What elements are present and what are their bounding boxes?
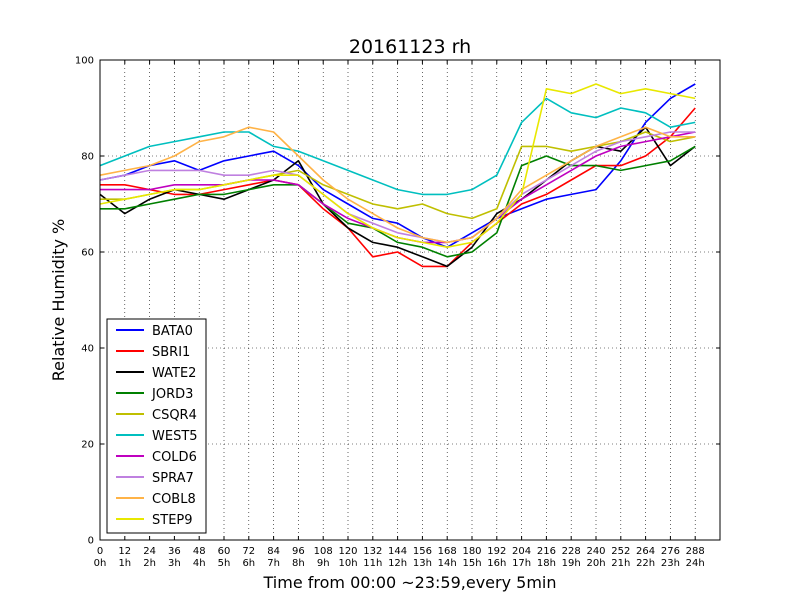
x-tick-label: 252 — [611, 546, 630, 557]
x-tick-hour-label: 8h — [292, 558, 305, 569]
x-tick-hour-label: 1h — [118, 558, 131, 569]
x-tick-hour-label: 13h — [413, 558, 432, 569]
legend-label: WATE2 — [152, 366, 196, 381]
legend-label: CSQR4 — [152, 408, 197, 423]
series-line-jord3 — [100, 145, 696, 258]
legend-label: SBRI1 — [152, 345, 190, 360]
y-tick-label: 20 — [81, 440, 94, 451]
x-tick-hour-label: 10h — [338, 558, 357, 569]
legend-label: WEST5 — [152, 429, 198, 444]
axis-ticks: 00h121h242h363h484h605h726h847h968h1089h… — [75, 56, 720, 569]
x-tick-hour-label: 7h — [267, 558, 280, 569]
x-tick-label: 180 — [462, 546, 481, 557]
x-tick-hour-label: 11h — [363, 558, 382, 569]
x-tick-hour-label: 12h — [388, 558, 407, 569]
x-tick-hour-label: 23h — [661, 558, 680, 569]
x-axis-label: Time from 00:00 ~23:59,every 5min — [263, 573, 557, 592]
x-tick-label: 192 — [487, 546, 506, 557]
legend-label: JORD3 — [151, 387, 193, 402]
x-tick-label: 36 — [168, 546, 181, 557]
y-tick-label: 0 — [88, 536, 94, 547]
legend: BATA0 SBRI1 WATE2 JORD3 CSQR4 WEST5 COLD6 SPRA7… — [106, 318, 207, 534]
legend-label: COBL8 — [152, 492, 196, 507]
x-tick-label: 288 — [686, 546, 705, 557]
x-tick-label: 108 — [314, 546, 333, 557]
x-tick-label: 96 — [292, 546, 305, 557]
x-tick-hour-label: 6h — [242, 558, 255, 569]
x-tick-label: 12 — [118, 546, 131, 557]
x-tick-hour-label: 2h — [143, 558, 156, 569]
x-tick-label: 240 — [586, 546, 605, 557]
series-line-cobl8 — [99, 126, 696, 244]
x-tick-label: 168 — [438, 546, 457, 557]
x-tick-hour-label: 3h — [168, 558, 181, 569]
x-tick-hour-label: 5h — [218, 558, 231, 569]
y-axis-label: Relative Humidity % — [49, 219, 68, 381]
series-line-west5 — [99, 97, 696, 196]
legend-label: COLD6 — [152, 450, 197, 465]
x-tick-label: 72 — [242, 546, 255, 557]
x-tick-label: 132 — [363, 546, 382, 557]
y-tick-label: 100 — [75, 56, 94, 67]
x-tick-hour-label: 17h — [512, 558, 531, 569]
x-tick-hour-label: 0h — [94, 558, 107, 569]
x-tick-hour-label: 9h — [317, 558, 330, 569]
x-tick-hour-label: 14h — [438, 558, 457, 569]
x-tick-label: 144 — [388, 546, 407, 557]
x-tick-label: 216 — [537, 546, 556, 557]
x-tick-label: 24 — [143, 546, 156, 557]
x-tick-label: 0 — [97, 546, 103, 557]
y-tick-label: 60 — [81, 248, 94, 259]
x-tick-label: 120 — [338, 546, 357, 557]
x-tick-hour-label: 15h — [462, 558, 481, 569]
x-tick-label: 204 — [512, 546, 531, 557]
x-tick-label: 84 — [267, 546, 280, 557]
chart-title: 20161123 rh — [349, 36, 471, 58]
series-line-step9 — [99, 83, 696, 248]
x-tick-hour-label: 19h — [562, 558, 581, 569]
grid — [100, 60, 720, 540]
series-line-spra7 — [99, 131, 696, 244]
x-tick-label: 276 — [661, 546, 680, 557]
x-tick-label: 264 — [636, 546, 655, 557]
x-tick-hour-label: 24h — [686, 558, 705, 569]
y-tick-label: 80 — [81, 152, 94, 163]
legend-label: STEP9 — [152, 513, 193, 528]
x-tick-hour-label: 21h — [611, 558, 630, 569]
legend-label: SPRA7 — [152, 471, 194, 486]
legend-label: BATA0 — [152, 324, 193, 339]
x-tick-label: 228 — [562, 546, 581, 557]
x-tick-label: 156 — [413, 546, 432, 557]
series-lines — [99, 83, 696, 268]
x-tick-hour-label: 18h — [537, 558, 556, 569]
plot-frame — [99, 59, 721, 541]
x-tick-hour-label: 4h — [193, 558, 206, 569]
y-tick-label: 40 — [81, 344, 94, 355]
x-tick-hour-label: 16h — [487, 558, 506, 569]
x-tick-label: 60 — [218, 546, 231, 557]
x-tick-label: 48 — [193, 546, 206, 557]
x-tick-hour-label: 22h — [636, 558, 655, 569]
x-tick-hour-label: 20h — [586, 558, 605, 569]
